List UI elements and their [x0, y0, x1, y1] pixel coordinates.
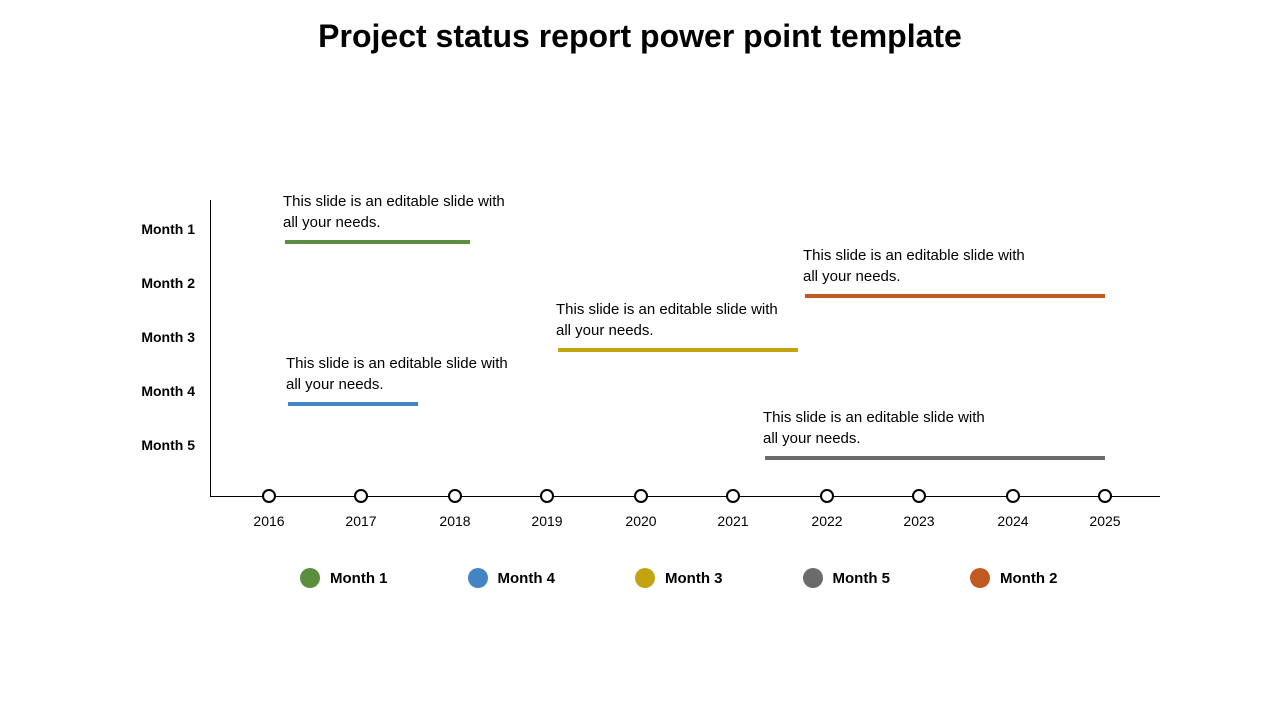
- legend-dot-icon: [635, 568, 655, 588]
- timeline-bar-text-month1: This slide is an editable slide with all…: [283, 191, 513, 233]
- legend-item: Month 4: [468, 568, 556, 588]
- legend-item: Month 1: [300, 568, 388, 588]
- x-axis-tick-circle: [1006, 489, 1020, 503]
- legend-label: Month 3: [665, 570, 723, 587]
- x-axis-label: 2024: [997, 513, 1028, 529]
- x-axis-tick-circle: [1098, 489, 1112, 503]
- legend-item: Month 3: [635, 568, 723, 588]
- legend-dot-icon: [803, 568, 823, 588]
- timeline-bar-month4: [288, 402, 418, 406]
- timeline-bar-text-month2: This slide is an editable slide with all…: [803, 245, 1033, 287]
- timeline-bar-month2: [805, 294, 1105, 298]
- legend-item: Month 2: [970, 568, 1058, 588]
- x-axis-tick-circle: [912, 489, 926, 503]
- x-axis-tick-circle: [448, 489, 462, 503]
- x-axis-label: 2023: [903, 513, 934, 529]
- legend-dot-icon: [970, 568, 990, 588]
- x-axis-label: 2018: [439, 513, 470, 529]
- timeline-bar-text-month3: This slide is an editable slide with all…: [556, 299, 786, 341]
- legend-label: Month 4: [498, 570, 556, 587]
- x-axis-label: 2016: [253, 513, 284, 529]
- x-axis-tick-circle: [540, 489, 554, 503]
- x-axis-label: 2021: [717, 513, 748, 529]
- y-axis-label: Month 2: [125, 275, 195, 291]
- x-axis-tick-circle: [726, 489, 740, 503]
- legend-item: Month 5: [803, 568, 891, 588]
- x-axis-label: 2025: [1089, 513, 1120, 529]
- y-axis-label: Month 1: [125, 221, 195, 237]
- legend-label: Month 2: [1000, 570, 1058, 587]
- y-axis-label: Month 5: [125, 437, 195, 453]
- x-axis-tick-circle: [820, 489, 834, 503]
- y-axis-label: Month 3: [125, 329, 195, 345]
- timeline-bar-month1: [285, 240, 470, 244]
- timeline-bar-month3: [558, 348, 798, 352]
- legend-label: Month 1: [330, 570, 388, 587]
- timeline-bar-text-month5: This slide is an editable slide with all…: [763, 407, 993, 449]
- x-axis-label: 2022: [811, 513, 842, 529]
- x-axis-label: 2020: [625, 513, 656, 529]
- x-axis-tick-circle: [634, 489, 648, 503]
- timeline-chart: Month 1 Month 2 Month 3 Month 4 Month 5 2016…: [0, 0, 1280, 720]
- legend: Month 1 Month 4 Month 3 Month 5 Month 2: [300, 568, 1058, 588]
- x-axis-tick-circle: [262, 489, 276, 503]
- legend-label: Month 5: [833, 570, 891, 587]
- x-axis-tick-circle: [354, 489, 368, 503]
- y-axis-label: Month 4: [125, 383, 195, 399]
- x-axis-label: 2019: [531, 513, 562, 529]
- legend-dot-icon: [468, 568, 488, 588]
- timeline-bar-month5: [765, 456, 1105, 460]
- timeline-bar-text-month4: This slide is an editable slide with all…: [286, 353, 516, 395]
- x-axis-label: 2017: [345, 513, 376, 529]
- y-axis-line: [210, 200, 211, 496]
- legend-dot-icon: [300, 568, 320, 588]
